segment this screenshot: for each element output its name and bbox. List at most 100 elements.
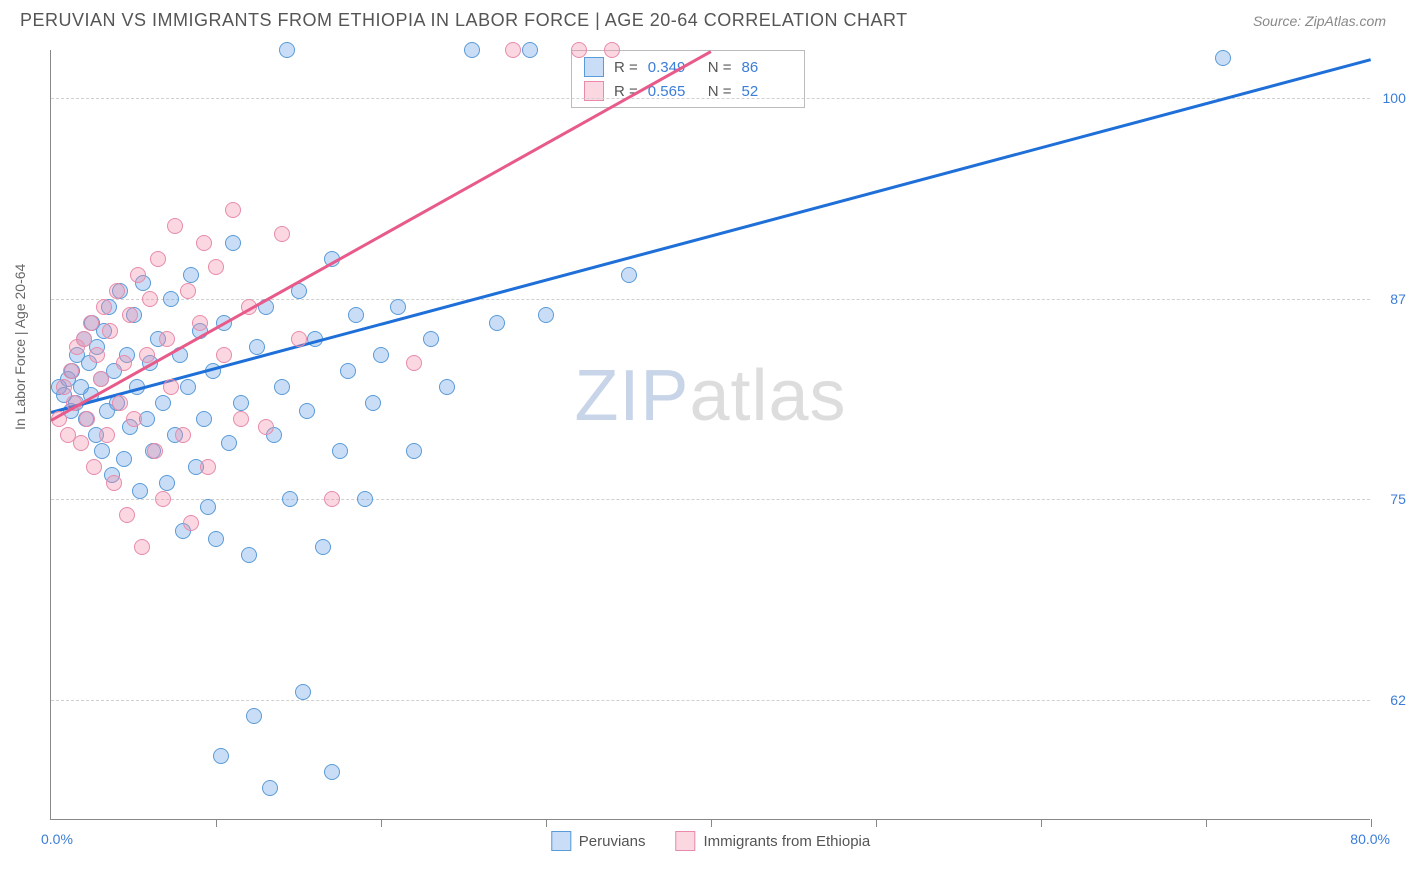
- data-point: [96, 299, 112, 315]
- data-point: [1215, 50, 1231, 66]
- data-point: [464, 42, 480, 58]
- legend-item-peruvians: Peruvians: [551, 831, 646, 851]
- data-point: [299, 403, 315, 419]
- data-point: [155, 491, 171, 507]
- data-point: [604, 42, 620, 58]
- data-point: [130, 267, 146, 283]
- data-point: [99, 427, 115, 443]
- scatter-plot-area: ZIPatlas R = 0.349 N = 86 R = 0.565 N = …: [50, 50, 1370, 820]
- data-point: [109, 283, 125, 299]
- swatch-peruvians-icon: [584, 57, 604, 77]
- data-point: [200, 499, 216, 515]
- data-point: [246, 708, 262, 724]
- x-tick: [216, 819, 217, 827]
- data-point: [332, 443, 348, 459]
- data-point: [522, 42, 538, 58]
- data-point: [233, 395, 249, 411]
- stats-row-peruvians: R = 0.349 N = 86: [584, 55, 792, 79]
- data-point: [94, 443, 110, 459]
- data-point: [76, 331, 92, 347]
- gridline: [51, 700, 1370, 701]
- legend-swatch-ethiopia-icon: [675, 831, 695, 851]
- legend-label: Peruvians: [579, 833, 646, 850]
- data-point: [73, 435, 89, 451]
- data-point: [116, 355, 132, 371]
- data-point: [282, 491, 298, 507]
- data-point: [406, 355, 422, 371]
- data-point: [159, 331, 175, 347]
- legend: Peruvians Immigrants from Ethiopia: [551, 831, 870, 851]
- data-point: [163, 379, 179, 395]
- data-point: [102, 323, 118, 339]
- x-tick: [1041, 819, 1042, 827]
- correlation-stats-box: R = 0.349 N = 86 R = 0.565 N = 52: [571, 50, 805, 108]
- data-point: [241, 547, 257, 563]
- data-point: [150, 251, 166, 267]
- data-point: [79, 411, 95, 427]
- data-point: [233, 411, 249, 427]
- data-point: [208, 259, 224, 275]
- data-point: [56, 379, 72, 395]
- data-point: [122, 307, 138, 323]
- x-axis-min-label: 0.0%: [41, 831, 73, 847]
- data-point: [180, 283, 196, 299]
- data-point: [295, 684, 311, 700]
- data-point: [538, 307, 554, 323]
- data-point: [423, 331, 439, 347]
- data-point: [357, 491, 373, 507]
- data-point: [279, 42, 295, 58]
- data-point: [216, 347, 232, 363]
- trend-line: [51, 58, 1372, 414]
- data-point: [132, 483, 148, 499]
- data-point: [159, 475, 175, 491]
- data-point: [139, 347, 155, 363]
- watermark: ZIPatlas: [574, 355, 846, 437]
- y-tick-label: 62.5%: [1390, 692, 1406, 708]
- data-point: [167, 218, 183, 234]
- data-point: [163, 291, 179, 307]
- data-point: [340, 363, 356, 379]
- legend-swatch-peruvians-icon: [551, 831, 571, 851]
- stats-row-ethiopia: R = 0.565 N = 52: [584, 79, 792, 103]
- data-point: [505, 42, 521, 58]
- data-point: [180, 379, 196, 395]
- data-point: [116, 451, 132, 467]
- data-point: [196, 235, 212, 251]
- x-tick: [711, 819, 712, 827]
- x-tick: [876, 819, 877, 827]
- data-point: [571, 42, 587, 58]
- data-point: [258, 419, 274, 435]
- data-point: [373, 347, 389, 363]
- x-tick: [1371, 819, 1372, 827]
- x-tick: [1206, 819, 1207, 827]
- data-point: [274, 226, 290, 242]
- data-point: [192, 315, 208, 331]
- data-point: [147, 443, 163, 459]
- data-point: [89, 347, 105, 363]
- data-point: [183, 515, 199, 531]
- y-axis-label: In Labor Force | Age 20-64: [12, 264, 28, 430]
- data-point: [225, 235, 241, 251]
- data-point: [134, 539, 150, 555]
- gridline: [51, 98, 1370, 99]
- data-point: [291, 331, 307, 347]
- data-point: [249, 339, 265, 355]
- data-point: [63, 363, 79, 379]
- legend-item-ethiopia: Immigrants from Ethiopia: [675, 831, 870, 851]
- data-point: [200, 459, 216, 475]
- data-point: [324, 491, 340, 507]
- data-point: [324, 764, 340, 780]
- data-point: [83, 315, 99, 331]
- data-point: [489, 315, 505, 331]
- data-point: [142, 291, 158, 307]
- trend-line: [50, 50, 711, 422]
- data-point: [315, 539, 331, 555]
- x-tick: [381, 819, 382, 827]
- legend-label: Immigrants from Ethiopia: [703, 833, 870, 850]
- data-point: [175, 427, 191, 443]
- data-point: [126, 411, 142, 427]
- data-point: [213, 748, 229, 764]
- data-point: [183, 267, 199, 283]
- data-point: [406, 443, 422, 459]
- data-point: [621, 267, 637, 283]
